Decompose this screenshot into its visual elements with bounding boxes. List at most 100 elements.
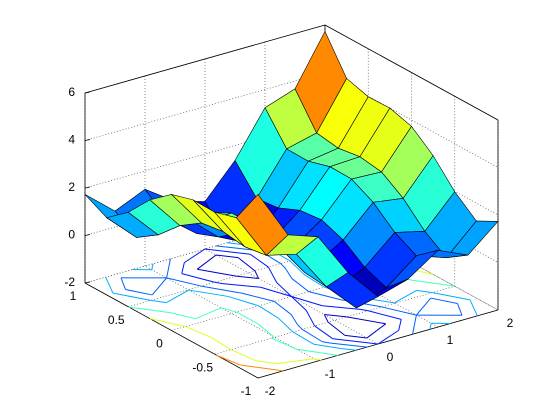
contour-line: [416, 289, 433, 294]
z-tick-label: -2: [64, 275, 75, 289]
contour-line: [267, 266, 278, 283]
contour-line: [366, 323, 387, 339]
contour-line: [313, 343, 341, 349]
axis-line: [324, 24, 499, 121]
contour-line: [457, 303, 463, 316]
contour-line: [149, 318, 186, 328]
contour-line: [128, 306, 171, 314]
contour-line: [271, 337, 297, 350]
contour-line: [368, 310, 402, 320]
contour-line: [151, 263, 154, 270]
contour-line: [228, 295, 259, 307]
contour-line: [181, 262, 185, 274]
contour-line: [215, 254, 239, 259]
contour-line: [215, 245, 253, 251]
contour-line: [196, 254, 217, 270]
contour-line: [125, 289, 153, 296]
contour-line: [393, 289, 417, 304]
contour-line: [204, 248, 251, 255]
x-tick-label: -2: [265, 384, 276, 398]
contour-line: [254, 270, 260, 279]
contour-line: [429, 323, 432, 330]
z-tick-label: 4: [68, 133, 75, 147]
x-tick-label: 1: [447, 333, 454, 347]
contour-line: [280, 263, 286, 269]
contour-line: [195, 307, 222, 320]
tick-mark: [84, 186, 91, 189]
z-tick-label: 2: [68, 180, 75, 194]
contour-line: [344, 334, 368, 339]
contour-line: [308, 291, 343, 301]
axis-line: [84, 24, 326, 94]
contour-line: [201, 285, 240, 294]
z-tick-label: 0: [68, 228, 75, 242]
contour-line: [170, 312, 196, 320]
contour-line: [197, 268, 237, 277]
y-tick-label: -0.5: [192, 360, 213, 374]
contour-line: [284, 267, 293, 279]
y-tick-label: 1: [70, 289, 77, 303]
y-tick-label: -1: [241, 384, 252, 398]
contour-line: [276, 282, 292, 297]
contour-line: [216, 354, 241, 366]
tick-mark: [84, 91, 91, 94]
contour-line: [360, 308, 369, 312]
y-tick-label: 0: [156, 337, 163, 351]
surface-patch: [235, 193, 289, 256]
contour-line: [255, 360, 278, 365]
contour-line: [112, 292, 151, 301]
x-tick-label: -1: [325, 367, 336, 381]
y-tick-label: 0.5: [108, 313, 125, 327]
contour-line: [237, 257, 256, 272]
x-tick-label: 0: [387, 350, 394, 364]
contour-line: [398, 319, 402, 331]
contour-line: [260, 286, 292, 297]
contour-line: [346, 316, 386, 325]
contour-line: [236, 311, 259, 325]
contour-line: [323, 314, 329, 323]
contour-line: [214, 281, 223, 285]
contour-line: [330, 342, 368, 348]
contour-line: [273, 300, 292, 315]
contour-line: [290, 314, 299, 326]
contour-line: [291, 278, 310, 293]
contour-line: [257, 323, 274, 337]
contour-line: [302, 329, 323, 343]
contour-line: [415, 297, 432, 316]
contour-line: [222, 283, 261, 288]
contour-line: [236, 275, 259, 279]
contour-line: [240, 364, 284, 372]
contour-line: [166, 277, 202, 287]
contour-line: [226, 242, 243, 245]
contour-line: [151, 277, 168, 296]
contour-line: [150, 299, 167, 304]
grid-line: [214, 285, 455, 355]
contour-line: [324, 314, 347, 318]
axis-line: [84, 282, 259, 379]
contour-line: [105, 276, 114, 294]
contour-line: [430, 297, 458, 304]
contour-line: [240, 292, 275, 302]
contour-line: [120, 277, 126, 290]
tick-mark: [84, 139, 91, 141]
contour-line: [258, 305, 279, 319]
contour-line: [327, 321, 346, 336]
contour-line: [322, 341, 331, 344]
contour-line: [277, 358, 315, 365]
contour-line: [332, 338, 379, 345]
tick-mark: [84, 234, 91, 236]
contour-line: [340, 348, 357, 351]
contour-line: [412, 279, 455, 287]
contour-line: [432, 292, 471, 301]
contour-line: [291, 296, 307, 311]
tick-mark: [84, 281, 91, 284]
contour-line: [230, 349, 256, 362]
contour-line: [296, 348, 338, 356]
contour-line: [210, 336, 232, 351]
contour-line: [184, 248, 206, 264]
contour-line: [185, 326, 212, 338]
contour-line: [188, 289, 229, 297]
contour-line: [289, 260, 305, 276]
contour-line: [181, 273, 215, 283]
